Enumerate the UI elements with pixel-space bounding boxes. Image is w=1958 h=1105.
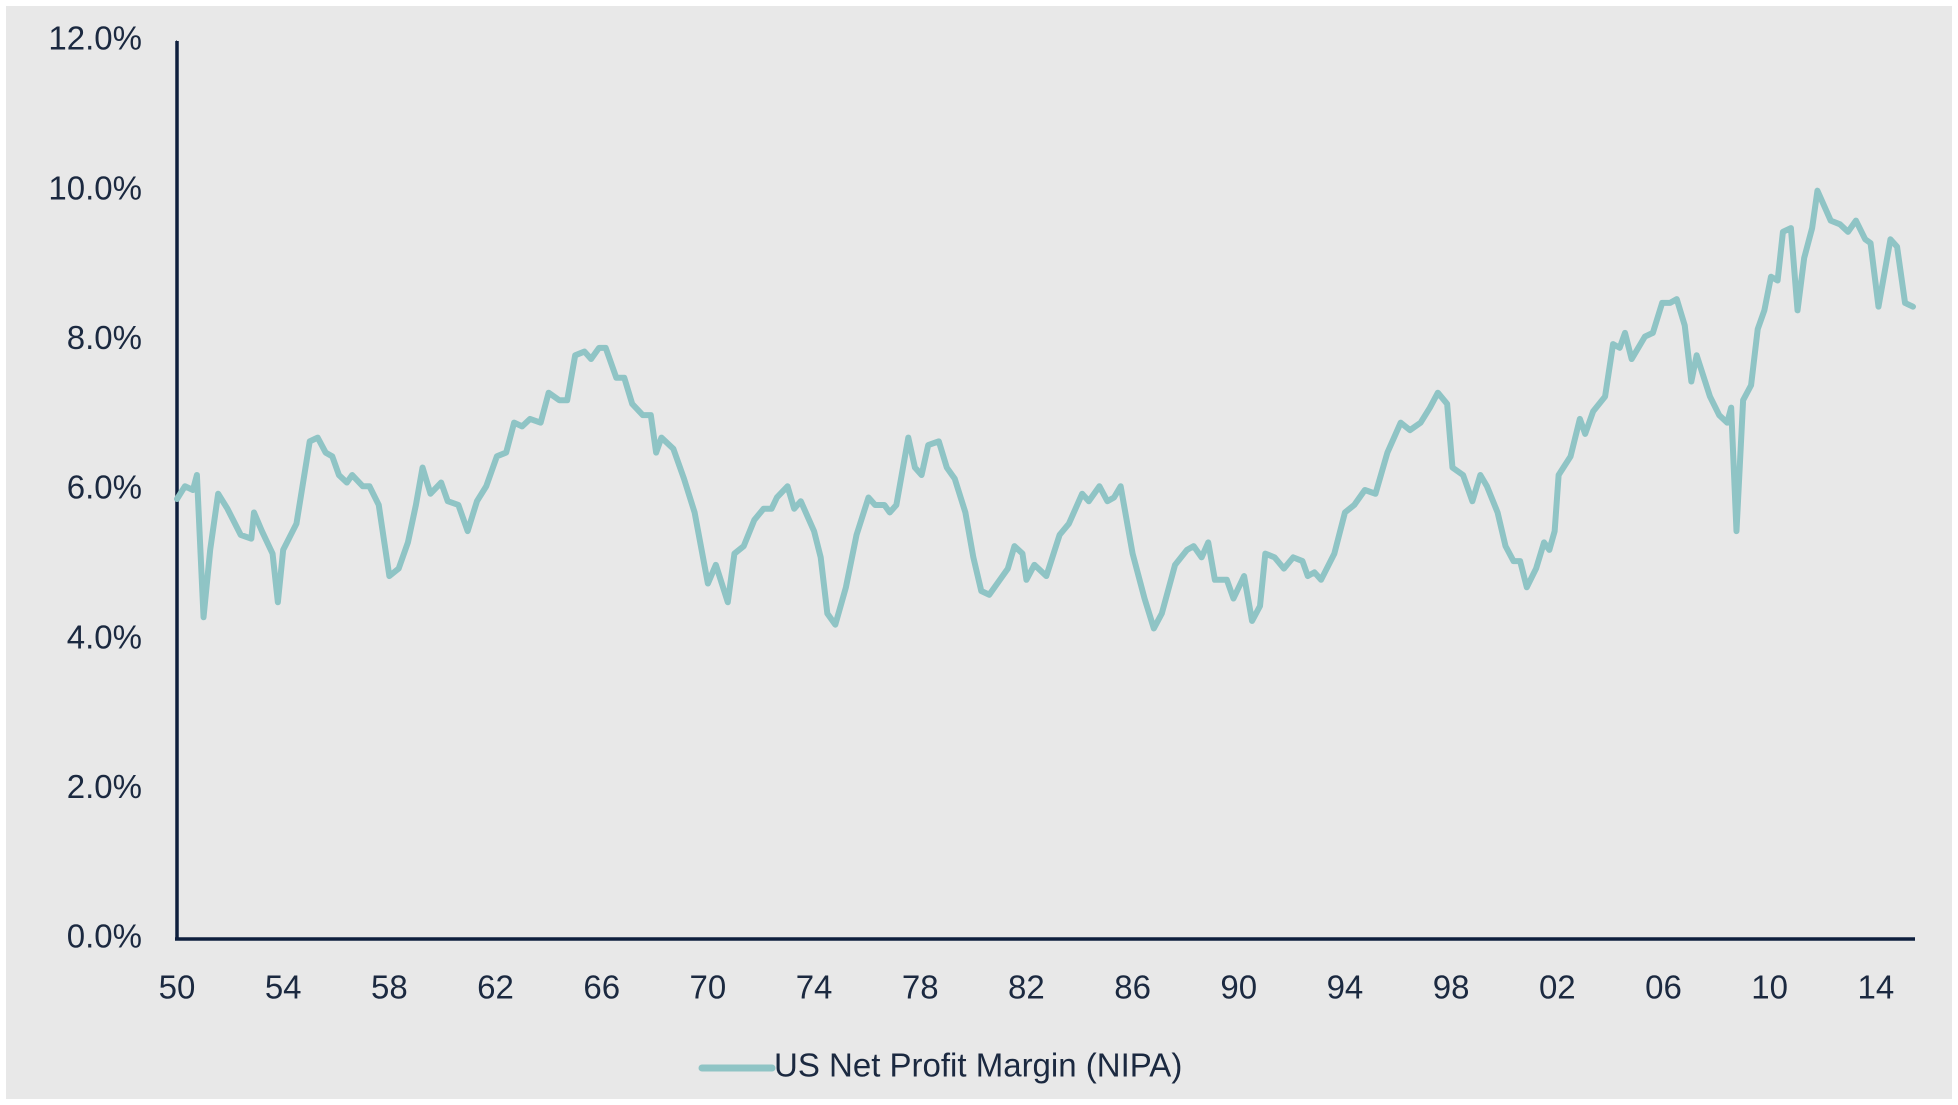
x-tick-label: 94: [1327, 969, 1364, 1006]
y-tick-label: 6.0%: [67, 469, 142, 506]
x-tick-label: 62: [477, 969, 514, 1006]
x-tick-label: 86: [1114, 969, 1151, 1006]
x-tick-label: 74: [796, 969, 833, 1006]
legend-label: US Net Profit Margin (NIPA): [774, 1047, 1182, 1084]
x-tick-label: 06: [1645, 969, 1682, 1006]
y-tick-label: 12.0%: [48, 20, 142, 57]
x-tick-label: 14: [1857, 969, 1894, 1006]
x-tick-label: 50: [159, 969, 196, 1006]
x-tick-label: 54: [265, 969, 302, 1006]
y-tick-label: 0.0%: [67, 918, 142, 955]
x-tick-label: 82: [1008, 969, 1045, 1006]
series-line: [174, 187, 1916, 632]
x-tick-label: 98: [1433, 969, 1470, 1006]
x-tick-label: 90: [1220, 969, 1257, 1006]
x-tick-label: 02: [1539, 969, 1576, 1006]
y-tick-label: 8.0%: [67, 319, 142, 356]
x-tick-label: 10: [1751, 969, 1788, 1006]
x-tick-label: 78: [902, 969, 939, 1006]
y-tick-label: 2.0%: [67, 768, 142, 805]
x-tick-label: 70: [690, 969, 727, 1006]
x-tick-label: 66: [583, 969, 620, 1006]
x-tick-label: 58: [371, 969, 408, 1006]
y-tick-label: 4.0%: [67, 618, 142, 655]
y-tick-label: 10.0%: [48, 169, 142, 206]
chart-background: [6, 6, 1952, 1099]
